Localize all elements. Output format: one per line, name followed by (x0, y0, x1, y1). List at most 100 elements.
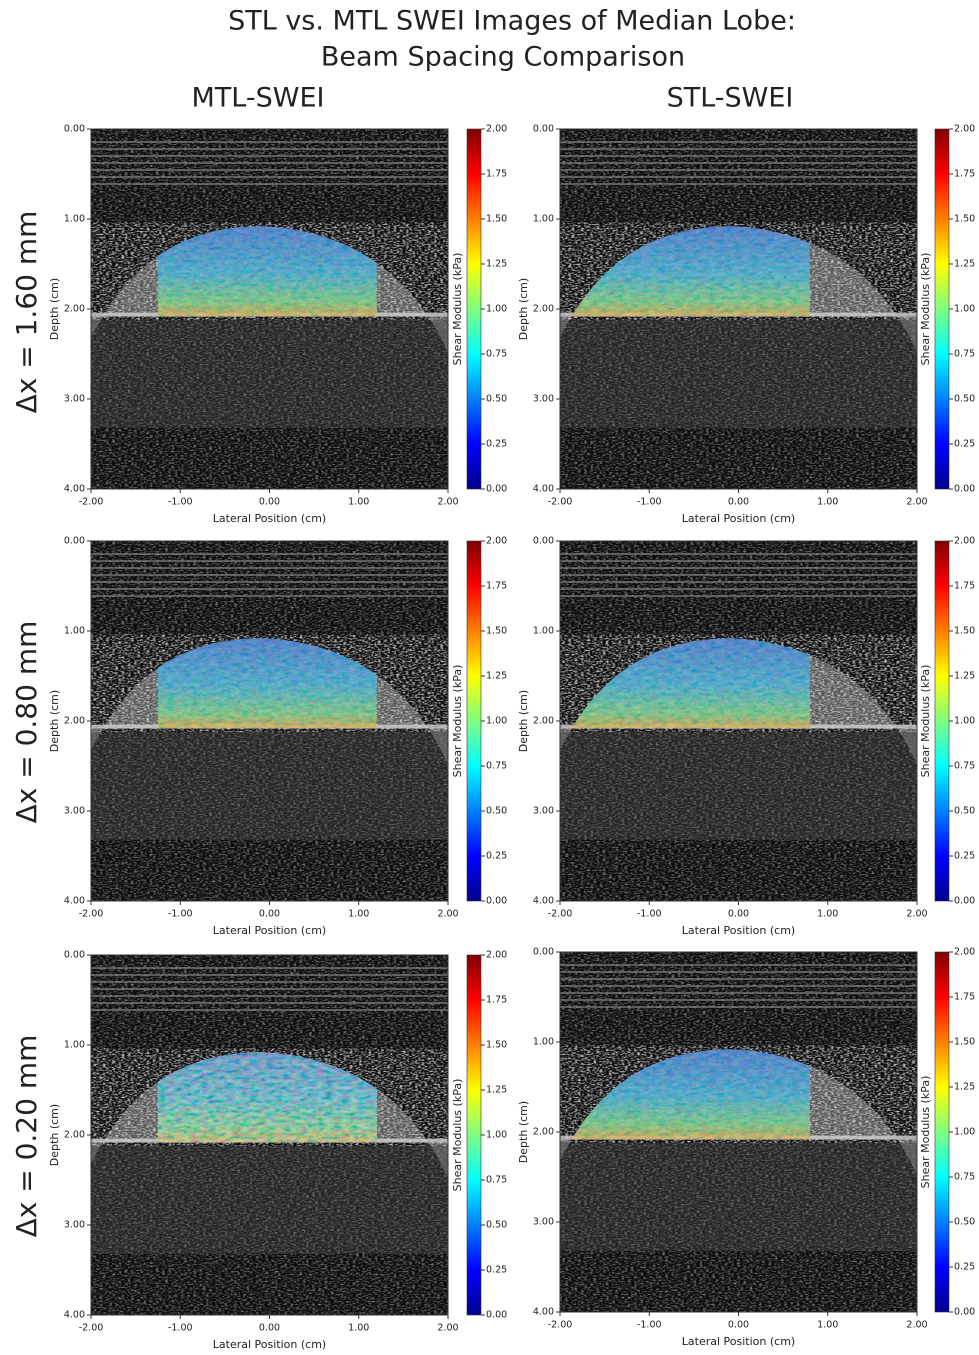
probe-band (91, 967, 448, 969)
column-title: STL-SWEI (667, 83, 794, 114)
colorbar-tick-label: 1.75 (486, 581, 507, 592)
x-axis-label: Lateral Position (cm) (213, 924, 326, 937)
probe-band (560, 155, 917, 157)
colorbar-label: Shear Modulus (kPa) (451, 665, 464, 778)
ultrasound-image (91, 955, 448, 1315)
colorbar-tick-label: 1.00 (954, 1127, 975, 1138)
probe-band (560, 162, 917, 164)
colorbar-tick-label: 0.50 (954, 1217, 975, 1228)
colorbar-tick-label: 2.00 (486, 950, 507, 961)
x-tick-label: -1.00 (637, 909, 662, 920)
x-tick-label: -2.00 (548, 909, 573, 920)
row-label: Δx = 0.80 mm (10, 621, 43, 824)
y-tick-label: 1.00 (533, 626, 554, 637)
colorbar-tick-label: 1.50 (954, 626, 975, 637)
lower-tissue (91, 319, 448, 428)
y-tick-label: 0.00 (533, 947, 554, 958)
y-tick-label: 0.00 (64, 536, 85, 547)
row-label: Δx = 1.60 mm (10, 211, 43, 414)
y-tick-label: 3.00 (64, 394, 85, 405)
probe-band (560, 964, 917, 966)
y-axis-label: Depth (cm) (48, 1104, 61, 1166)
probe-band (560, 183, 917, 185)
x-tick-label: 2.00 (437, 909, 458, 920)
y-axis-label: Depth (cm) (48, 690, 61, 752)
x-tick-label: -2.00 (79, 909, 104, 920)
colorbar (934, 540, 950, 902)
colorbar-label: Shear Modulus (kPa) (919, 253, 932, 366)
colorbar-tick-label: 0.00 (486, 1310, 507, 1321)
x-tick-label: 1.00 (817, 1320, 838, 1331)
probe-band (560, 567, 917, 569)
x-tick-label: 0.00 (728, 909, 749, 920)
probe-band (560, 971, 917, 973)
x-tick-label: 0.00 (259, 1323, 280, 1334)
colorbar-tick-label: 0.00 (486, 484, 507, 495)
probe-band (560, 595, 917, 597)
probe-band (91, 553, 448, 555)
y-tick-label: 1.00 (533, 214, 554, 225)
column-title: MTL-SWEI (192, 83, 325, 114)
colorbar-tick-label: 1.25 (954, 1082, 975, 1093)
y-tick-label: 0.00 (64, 124, 85, 135)
y-tick-label: 0.00 (533, 536, 554, 547)
colorbar-label: Shear Modulus (kPa) (919, 665, 932, 778)
y-tick-label: 2.00 (64, 304, 85, 315)
x-axis-label: Lateral Position (cm) (682, 512, 795, 525)
y-tick-label: 2.00 (533, 304, 554, 315)
y-tick-label: 2.00 (533, 1127, 554, 1138)
y-axis-label: Depth (cm) (517, 1101, 530, 1163)
lower-tissue (560, 731, 917, 840)
x-tick-label: -1.00 (637, 497, 662, 508)
colorbar-tick-label: 0.75 (954, 761, 975, 772)
probe-band (560, 1006, 917, 1008)
colorbar-tick-label: 0.50 (954, 394, 975, 405)
colorbar-tick-label: 2.00 (954, 947, 975, 958)
probe-band (560, 574, 917, 576)
y-tick-label: 1.00 (64, 626, 85, 637)
probe-band (91, 567, 448, 569)
probe-band (91, 581, 448, 583)
colorbar-tick-label: 2.00 (954, 536, 975, 547)
colorbar-tick-label: 1.75 (954, 992, 975, 1003)
x-tick-label: -1.00 (168, 909, 193, 920)
x-tick-label: 1.00 (348, 497, 369, 508)
x-tick-label: -2.00 (548, 497, 573, 508)
x-tick-label: 2.00 (906, 909, 927, 920)
y-tick-label: 1.00 (64, 1040, 85, 1051)
probe-band (91, 183, 448, 185)
colorbar-tick-label: 1.75 (486, 995, 507, 1006)
probe-band (560, 141, 917, 143)
colorbar-tick-label: 0.75 (954, 349, 975, 360)
colorbar-tick-label: 1.75 (954, 581, 975, 592)
probe-band (560, 176, 917, 178)
colorbar (934, 951, 950, 1313)
colorbar-tick-label: 1.00 (486, 1130, 507, 1141)
x-tick-label: 2.00 (437, 497, 458, 508)
probe-band (91, 988, 448, 990)
colorbar-tick-label: 0.25 (954, 439, 975, 450)
title: Beam Spacing Comparison (321, 42, 685, 73)
colorbar-tick-label: 1.25 (954, 259, 975, 270)
ultrasound-image (560, 129, 917, 489)
colorbar-tick-label: 1.00 (954, 304, 975, 315)
colorbar-tick-label: 1.50 (954, 214, 975, 225)
probe-band (91, 169, 448, 171)
colorbar-label: Shear Modulus (kPa) (451, 1079, 464, 1192)
probe-band (91, 162, 448, 164)
probe-band (560, 978, 917, 980)
probe-band (560, 553, 917, 555)
colorbar-tick-label: 0.25 (486, 439, 507, 450)
colorbar-tick-label: 1.25 (486, 671, 507, 682)
y-tick-label: 0.00 (533, 124, 554, 135)
y-tick-label: 2.00 (64, 716, 85, 727)
colorbar-tick-label: 1.25 (954, 671, 975, 682)
lower-tissue (91, 1145, 448, 1254)
x-axis-label: Lateral Position (cm) (213, 1338, 326, 1351)
x-tick-label: 1.00 (348, 909, 369, 920)
colorbar-tick-label: 0.75 (954, 1172, 975, 1183)
x-tick-label: 1.00 (817, 497, 838, 508)
probe-band (560, 999, 917, 1001)
x-tick-label: -2.00 (79, 1323, 104, 1334)
colorbar-tick-label: 1.00 (486, 716, 507, 727)
